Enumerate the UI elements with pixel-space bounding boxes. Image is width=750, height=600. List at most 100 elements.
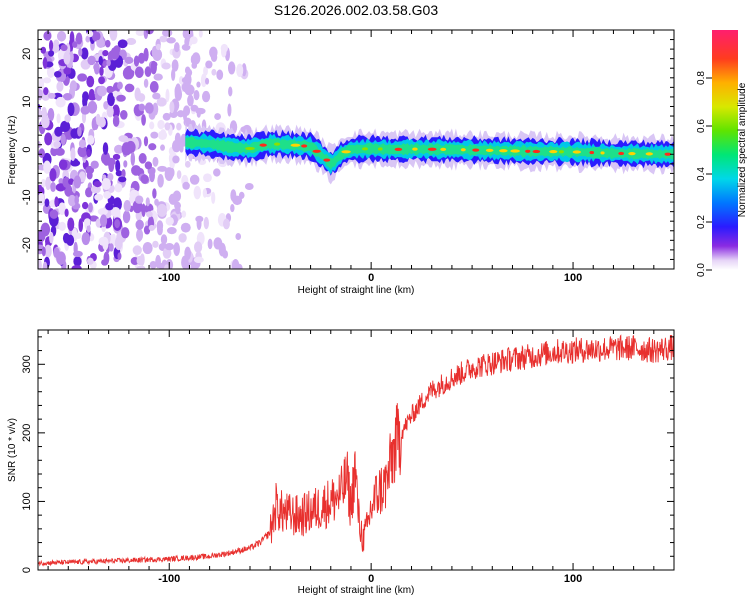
colorbar-tick-label: 0.0 bbox=[696, 263, 707, 277]
noise-blob bbox=[196, 81, 201, 88]
noise-blob bbox=[56, 113, 61, 124]
noise-blob bbox=[132, 245, 142, 256]
noise-blob bbox=[85, 35, 91, 43]
noise-blob bbox=[223, 218, 230, 230]
snr-ytick-label: 300 bbox=[21, 355, 33, 373]
noise-blob bbox=[78, 218, 84, 232]
ridge-hotspot bbox=[572, 150, 582, 154]
snr-series-line bbox=[38, 334, 674, 567]
noise-blob bbox=[103, 100, 109, 110]
ridge-hotspot bbox=[323, 158, 331, 162]
spectrogram-ridge bbox=[185, 121, 674, 185]
noise-blob bbox=[184, 246, 191, 261]
noise-blob bbox=[180, 222, 191, 233]
snr-xtick-label: -100 bbox=[158, 573, 180, 585]
noise-blob bbox=[156, 223, 163, 236]
ridge-hotspot bbox=[259, 143, 267, 147]
snr-axes: -100 0 100 0 100 200 300 bbox=[21, 330, 675, 585]
ridge-hotspot bbox=[460, 148, 466, 152]
noise-blob bbox=[165, 216, 174, 226]
noise-blob bbox=[157, 119, 165, 130]
noise-blob bbox=[227, 61, 236, 75]
noise-blob bbox=[138, 103, 146, 112]
noise-blob bbox=[86, 171, 93, 180]
noise-blob bbox=[69, 31, 75, 45]
noise-blob bbox=[56, 31, 67, 42]
noise-blob bbox=[68, 194, 77, 207]
noise-blob bbox=[62, 176, 71, 188]
noise-blob bbox=[182, 181, 190, 190]
noise-blob bbox=[48, 50, 55, 57]
noise-blob bbox=[54, 70, 62, 78]
noise-blob bbox=[238, 191, 245, 199]
noise-blob bbox=[44, 198, 50, 208]
noise-blob bbox=[211, 191, 216, 204]
noise-blob bbox=[49, 231, 54, 244]
noise-blob bbox=[157, 165, 168, 172]
noise-blob bbox=[44, 244, 52, 258]
noise-blob bbox=[155, 254, 161, 269]
noise-blob bbox=[103, 190, 112, 199]
ridge-hotspot bbox=[377, 147, 383, 151]
ridge-hotspot bbox=[274, 142, 281, 146]
noise-blob bbox=[146, 103, 154, 114]
spectrogram-xlabel: Height of straight line (km) bbox=[298, 285, 415, 296]
noise-blob bbox=[161, 30, 173, 37]
noise-blob bbox=[44, 132, 53, 146]
noise-blob bbox=[214, 113, 221, 120]
noise-blob bbox=[42, 56, 48, 69]
noise-blob bbox=[117, 81, 123, 90]
noise-blob bbox=[165, 88, 170, 103]
ridge-hotspot bbox=[645, 152, 653, 156]
noise-blob bbox=[162, 112, 171, 121]
colorbar: 0.0 0.2 0.4 0.6 0.8 Normalized spectral ampl… bbox=[696, 30, 748, 277]
ridge-hotspot bbox=[361, 147, 369, 151]
noise-blob bbox=[80, 105, 90, 115]
noise-blob bbox=[174, 42, 180, 53]
noise-blob bbox=[137, 93, 146, 102]
noise-blob bbox=[94, 193, 104, 201]
snr-xtick-label: 100 bbox=[564, 573, 582, 585]
noise-blob bbox=[43, 87, 49, 96]
noise-blob bbox=[145, 197, 150, 207]
noise-blob bbox=[140, 204, 146, 213]
noise-blob bbox=[38, 229, 47, 238]
noise-blob bbox=[164, 242, 175, 251]
noise-blob bbox=[150, 60, 157, 75]
noise-blob bbox=[60, 44, 68, 52]
ridge-hotspot bbox=[558, 150, 564, 154]
noise-blob bbox=[53, 140, 62, 148]
noise-blob bbox=[193, 256, 204, 264]
noise-blob bbox=[230, 189, 237, 202]
noise-blob bbox=[86, 224, 91, 233]
snr-ytick-label: 200 bbox=[21, 424, 33, 442]
noise-blob bbox=[62, 232, 70, 244]
noise-blob bbox=[80, 47, 89, 60]
noise-blob bbox=[41, 178, 46, 188]
noise-blob bbox=[40, 46, 47, 54]
noise-blob bbox=[203, 173, 212, 183]
noise-blob bbox=[78, 48, 83, 57]
noise-blob bbox=[156, 97, 167, 107]
snr-xlabel: Height of straight line (km) bbox=[298, 585, 415, 596]
noise-blob bbox=[164, 122, 171, 131]
noise-blob bbox=[107, 92, 115, 106]
noise-blob bbox=[42, 77, 52, 84]
noise-blob bbox=[178, 233, 187, 243]
spec-ytick-label: 0 bbox=[21, 146, 33, 152]
noise-blob bbox=[47, 107, 55, 122]
noise-blob bbox=[108, 243, 114, 252]
spec-xtick-label: 0 bbox=[368, 272, 374, 284]
noise-blob bbox=[114, 183, 123, 193]
noise-blob bbox=[49, 209, 59, 219]
noise-blob bbox=[58, 159, 68, 170]
noise-blob bbox=[157, 130, 168, 140]
noise-blob bbox=[99, 66, 104, 77]
noise-blob bbox=[42, 261, 48, 269]
noise-blob bbox=[81, 232, 91, 246]
noise-blob bbox=[236, 63, 244, 78]
snr-ytick-label: 0 bbox=[21, 567, 33, 573]
noise-blob bbox=[144, 66, 152, 78]
noise-blob bbox=[112, 153, 121, 160]
